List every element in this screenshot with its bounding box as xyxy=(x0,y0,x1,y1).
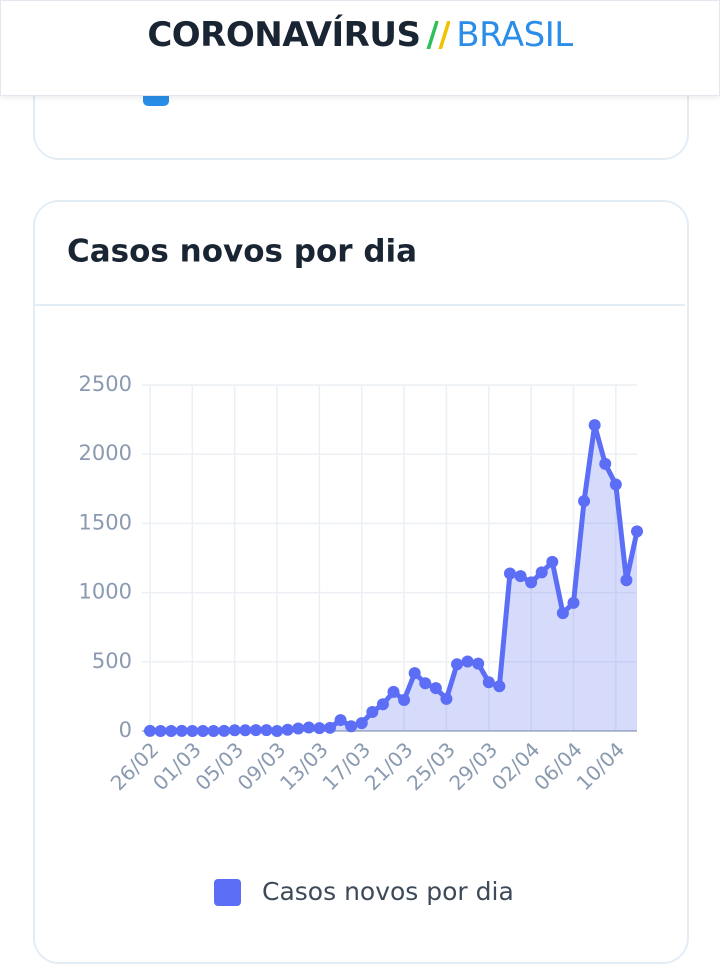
point xyxy=(631,525,643,538)
point xyxy=(546,555,559,568)
point xyxy=(609,478,622,491)
point xyxy=(535,566,548,579)
point xyxy=(503,567,516,580)
point xyxy=(228,724,241,737)
area xyxy=(150,425,637,731)
x-tick-label: 17/03 xyxy=(317,737,375,795)
point xyxy=(175,724,188,737)
point xyxy=(196,725,209,737)
point xyxy=(472,657,485,670)
point xyxy=(218,724,231,737)
point xyxy=(482,676,495,689)
x-tick-label: 10/04 xyxy=(572,737,630,795)
legend-swatch xyxy=(214,879,241,906)
point xyxy=(239,724,252,737)
point xyxy=(366,706,379,719)
point xyxy=(429,682,442,695)
chart-title: Casos novos por dia xyxy=(67,234,417,270)
point xyxy=(323,721,336,734)
point xyxy=(260,724,273,737)
point xyxy=(451,658,464,671)
point xyxy=(334,714,347,727)
point xyxy=(271,725,284,737)
point xyxy=(556,607,569,620)
app-separator: // xyxy=(426,15,451,55)
x-tick-label: 29/03 xyxy=(444,737,502,795)
point xyxy=(281,723,294,736)
point xyxy=(345,720,358,733)
x-tick-label: 01/03 xyxy=(148,737,206,795)
point xyxy=(493,680,506,693)
point xyxy=(525,576,538,589)
y-tick-label: 500 xyxy=(92,649,132,673)
point xyxy=(514,570,527,583)
chart: Casos novos por dia 26/0201/0305/0309/03… xyxy=(35,234,685,906)
legend-label[interactable]: Casos novos por dia xyxy=(262,877,514,906)
y-tick-label: 1500 xyxy=(79,510,132,534)
y-tick-label: 1000 xyxy=(79,580,132,604)
y-tick-label: 0 xyxy=(119,718,132,742)
point xyxy=(408,667,421,680)
point xyxy=(302,721,315,734)
y-tick-label: 2500 xyxy=(79,372,132,396)
point xyxy=(355,717,368,730)
y-tick-label: 2000 xyxy=(79,441,132,465)
x-tick-label: 25/03 xyxy=(402,737,460,795)
x-tick-label: 13/03 xyxy=(275,737,333,795)
point xyxy=(440,692,453,705)
point xyxy=(387,685,400,698)
point xyxy=(144,724,156,737)
x-tick-label: 02/04 xyxy=(487,737,545,795)
point xyxy=(398,693,411,706)
point xyxy=(292,722,305,735)
point xyxy=(313,722,326,735)
x-tick-label: 06/04 xyxy=(529,737,587,795)
point xyxy=(186,725,199,737)
x-tick-label: 09/03 xyxy=(233,737,291,795)
point xyxy=(165,725,178,737)
point xyxy=(419,677,432,690)
point xyxy=(567,596,580,609)
point xyxy=(461,655,474,668)
x-tick-label: 26/02 xyxy=(106,737,164,795)
point xyxy=(620,574,633,587)
app-subtitle: BRASIL xyxy=(456,15,573,55)
header: CORONAVÍRUS//BRASIL xyxy=(0,0,720,96)
point xyxy=(588,419,601,432)
point xyxy=(207,725,220,737)
point xyxy=(154,725,167,737)
x-tick-label: 05/03 xyxy=(190,737,248,795)
point xyxy=(376,698,389,711)
point xyxy=(249,724,262,737)
app-title: CORONAVÍRUS xyxy=(147,15,421,55)
point xyxy=(599,457,612,470)
point xyxy=(578,495,591,508)
x-tick-label: 21/03 xyxy=(360,737,418,795)
